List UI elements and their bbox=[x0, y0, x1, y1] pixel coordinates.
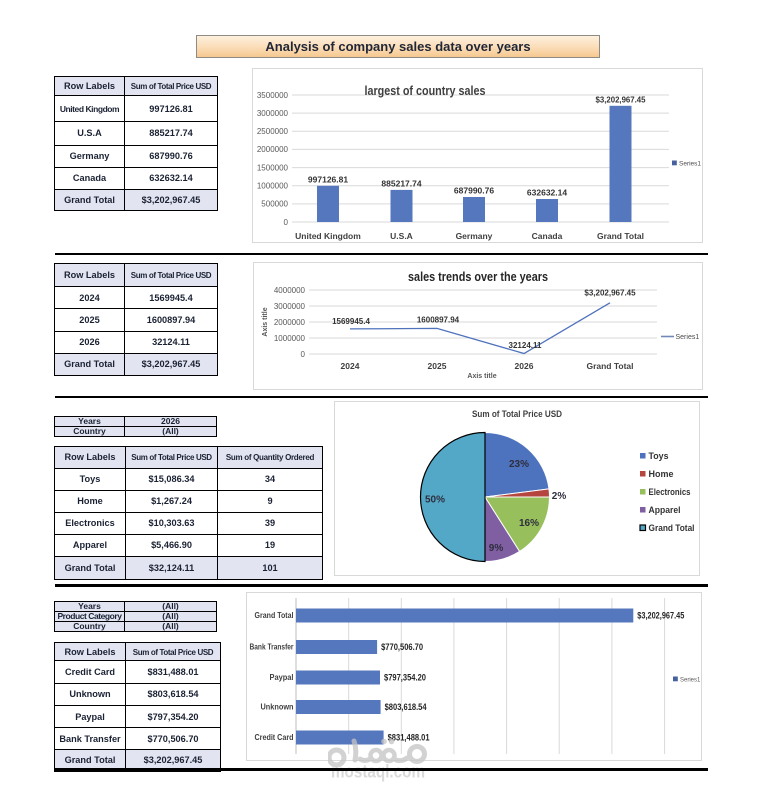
svg-text:$3,202,967.45: $3,202,967.45 bbox=[584, 289, 636, 298]
svg-text:$3,202,967.45: $3,202,967.45 bbox=[637, 611, 684, 621]
svg-text:$797,354.20: $797,354.20 bbox=[384, 673, 426, 683]
svg-text:sales trends over the years: sales trends over the years bbox=[408, 270, 548, 284]
svg-text:Series1: Series1 bbox=[676, 334, 700, 341]
svg-text:1000000: 1000000 bbox=[274, 334, 306, 343]
svg-text:Canada: Canada bbox=[532, 231, 563, 241]
svg-text:50%: 50% bbox=[425, 495, 445, 506]
svg-text:Grand Total: Grand Total bbox=[649, 523, 695, 534]
svg-text:16%: 16% bbox=[519, 518, 539, 529]
svg-text:Sum of Total Price USD: Sum of Total Price USD bbox=[472, 409, 562, 420]
svg-text:Germany: Germany bbox=[456, 231, 493, 241]
svg-text:United Kingdom: United Kingdom bbox=[295, 231, 361, 241]
svg-text:3500000: 3500000 bbox=[257, 91, 289, 100]
svg-text:500000: 500000 bbox=[261, 200, 288, 209]
svg-text:23%: 23% bbox=[509, 459, 529, 470]
svg-text:2025: 2025 bbox=[428, 361, 447, 371]
svg-text:Apparel: Apparel bbox=[649, 505, 681, 516]
svg-text:Grand Total: Grand Total bbox=[255, 611, 294, 620]
svg-text:0: 0 bbox=[301, 350, 306, 359]
svg-text:Bank Transfer: Bank Transfer bbox=[250, 643, 294, 652]
svg-text:Toys: Toys bbox=[649, 451, 669, 462]
svg-text:32124.11: 32124.11 bbox=[509, 341, 542, 350]
svg-text:1500000: 1500000 bbox=[257, 163, 289, 172]
svg-text:Grand Total: Grand Total bbox=[586, 361, 633, 371]
svg-text:$770,506.70: $770,506.70 bbox=[381, 642, 423, 652]
svg-text:997126.81: 997126.81 bbox=[308, 174, 348, 184]
svg-text:2000000: 2000000 bbox=[257, 145, 289, 154]
svg-text:Axis title: Axis title bbox=[262, 307, 269, 336]
svg-text:632632.14: 632632.14 bbox=[527, 188, 567, 198]
svg-text:mostaql.com: mostaql.com bbox=[331, 762, 425, 782]
svg-text:2024: 2024 bbox=[341, 361, 360, 371]
svg-text:Series1: Series1 bbox=[680, 677, 701, 683]
svg-text:Unknown: Unknown bbox=[261, 703, 294, 712]
svg-text:1000000: 1000000 bbox=[257, 182, 289, 191]
svg-text:687990.76: 687990.76 bbox=[454, 186, 494, 196]
svg-text:$3,202,967.45: $3,202,967.45 bbox=[596, 94, 646, 104]
svg-text:3000000: 3000000 bbox=[257, 109, 289, 118]
svg-text:U.S.A: U.S.A bbox=[390, 231, 413, 241]
svg-text:$803,618.54: $803,618.54 bbox=[385, 702, 427, 712]
svg-text:3000000: 3000000 bbox=[274, 302, 306, 311]
svg-text:0: 0 bbox=[284, 218, 289, 227]
svg-text:1600897.94: 1600897.94 bbox=[417, 316, 460, 325]
svg-text:Credit Card: Credit Card bbox=[255, 733, 294, 742]
svg-text:1569945.4: 1569945.4 bbox=[332, 317, 370, 326]
svg-text:2026: 2026 bbox=[515, 361, 534, 371]
svg-text:Series1: Series1 bbox=[679, 160, 701, 167]
svg-text:Paypal: Paypal bbox=[270, 673, 294, 682]
svg-text:2500000: 2500000 bbox=[257, 127, 289, 136]
svg-text:$831,488.01: $831,488.01 bbox=[388, 733, 430, 743]
svg-text:Grand Total: Grand Total bbox=[597, 231, 644, 241]
svg-text:Axis title: Axis title bbox=[467, 373, 496, 380]
svg-text:largest of country sales: largest of country sales bbox=[365, 84, 486, 98]
svg-text:Home: Home bbox=[649, 469, 674, 480]
svg-text:885217.74: 885217.74 bbox=[381, 178, 421, 188]
svg-text:2000000: 2000000 bbox=[274, 318, 306, 327]
svg-text:2%: 2% bbox=[552, 491, 567, 502]
svg-text:Electronics: Electronics bbox=[649, 487, 691, 498]
svg-text:9%: 9% bbox=[489, 543, 504, 554]
svg-text:4000000: 4000000 bbox=[274, 286, 306, 295]
